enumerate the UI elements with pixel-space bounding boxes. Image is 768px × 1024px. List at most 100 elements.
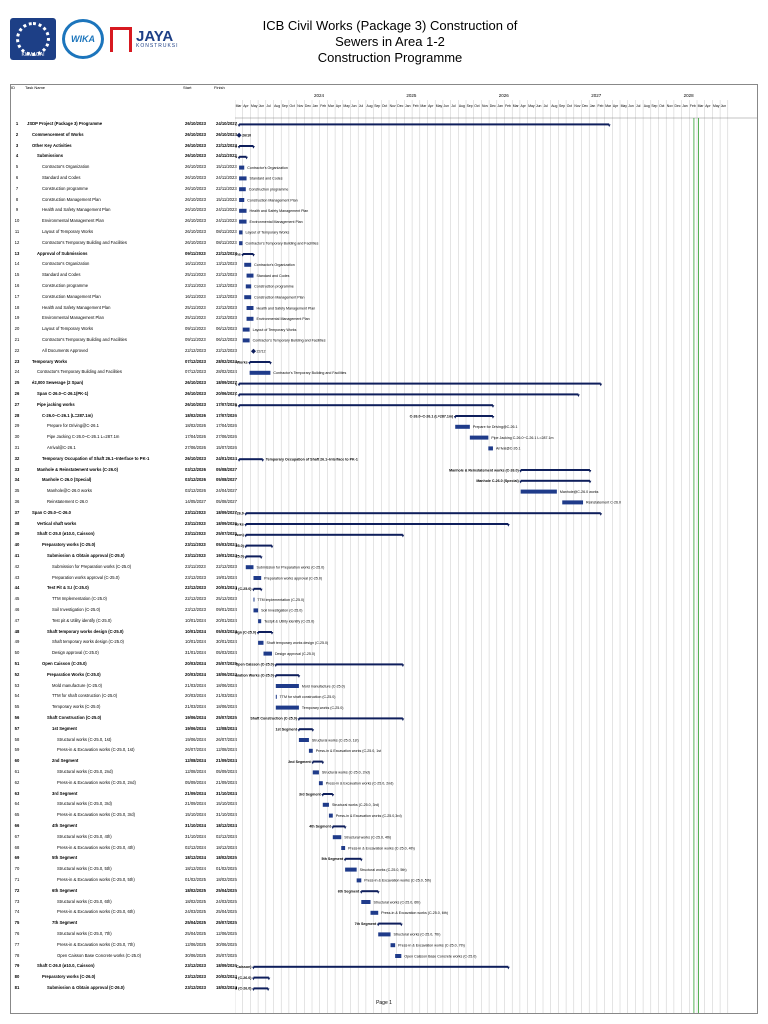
task-finish: 24/10/2027 <box>216 121 237 126</box>
task-name: Span C-26.0~C-26.1(PK-1) <box>37 391 89 396</box>
table-row: 43 Preparation works approval (C-25.0) 23/… <box>11 573 237 584</box>
gantt-summary-end <box>252 966 255 970</box>
task-start: 30/06/2025 <box>185 952 206 958</box>
month-label: Mar <box>328 104 335 108</box>
task-finish: 06/12/2023 <box>216 326 237 332</box>
task-start: 26/10/2023 <box>185 229 206 234</box>
gantt-milestone <box>236 132 242 138</box>
task-id: 67 <box>14 833 20 839</box>
table-row: 76 Structural works (C-25.0, 7th) 25/04/20… <box>11 929 237 940</box>
task-finish: 25/12/2023 <box>216 596 237 602</box>
gantt-summary-end <box>401 718 405 721</box>
gantt-bar-label: Manhole@C-26.0 works <box>560 490 599 494</box>
gantt-summary-bar <box>245 544 272 547</box>
task-finish: 17/04/2026 <box>216 423 237 429</box>
kumagai-emblem-icon <box>16 22 50 56</box>
task-finish: 15/07/2026 <box>216 445 237 450</box>
task-start: 26/10/2023 <box>185 142 206 148</box>
gantt-task-bar <box>258 619 262 624</box>
gantt-bar-label: Structural works (C-25.0, 2nd) <box>322 771 370 775</box>
table-row: 57 1st Segment 19/06/2024 12/08/2024 <box>11 724 237 735</box>
task-finish: 28/02/2024 <box>216 369 237 375</box>
task-id: 75 <box>14 920 20 926</box>
task-start: 23/12/2023 <box>185 985 206 990</box>
year-label: 2024 <box>314 93 325 98</box>
gantt-task-bar <box>245 565 254 570</box>
task-id: 9 <box>15 207 19 213</box>
gantt-bar-label: Test Pit & S.I (C-25.0) <box>235 587 252 591</box>
gantt-task-bar <box>328 813 333 818</box>
task-finish: 25/07/2025 <box>216 715 237 720</box>
task-finish: 20/02/2024 <box>216 974 237 980</box>
task-id: 21 <box>14 337 20 342</box>
task-finish: 05/03/2024 <box>216 542 237 548</box>
task-name: Construction programme <box>42 185 89 191</box>
gantt-task-bar <box>488 446 493 451</box>
task-start: 23/11/2023 <box>185 553 206 558</box>
task-start: 21/03/2024 <box>185 704 206 710</box>
gantt-task-bar <box>239 198 245 202</box>
gantt-summary-bar <box>332 825 346 828</box>
task-start: 23/11/2023 <box>185 520 206 526</box>
task-name: Submission & Obtain approval (C-26.0) <box>47 985 125 990</box>
task-name: Prepare for Driving@C-26.1 <box>47 423 99 429</box>
task-id: 51 <box>14 661 20 666</box>
task-finish: 06/12/2023 <box>216 337 237 342</box>
gantt-bar-label: Pipe Jacking C-26.0~C-26.1 L=287.1m <box>491 436 553 440</box>
task-finish: 25/04/2025 <box>216 909 237 915</box>
task-finish: 24/11/2023 <box>216 175 237 180</box>
task-id: 18 <box>14 304 20 310</box>
month-label: Dec <box>305 104 311 108</box>
gantt-summary-end <box>252 988 255 991</box>
gantt-task-bar <box>308 748 313 753</box>
task-id: 79 <box>14 963 20 969</box>
gantt-summary-end <box>359 858 363 862</box>
month-label: Aug <box>367 104 373 108</box>
month-label: Dec <box>397 104 403 108</box>
gantt-summary-bar <box>520 469 590 471</box>
task-finish: 17/07/2026 <box>216 412 237 418</box>
task-name: é2,000 Sewerage (2 Span) <box>32 380 84 386</box>
task-start: 18/02/2025 <box>185 887 206 893</box>
month-label: May <box>343 104 350 108</box>
column-header-start: Start <box>183 85 192 90</box>
table-row: 33 Manhole & Reinstatement works (C-26.0)… <box>11 465 237 476</box>
task-start: 23/12/2023 <box>185 574 206 580</box>
month-label: Apr <box>243 104 249 108</box>
gantt-bar-label: Construction programme <box>254 285 294 289</box>
gantt-task-bar <box>345 867 357 872</box>
task-start: 23/11/2023 <box>185 563 206 569</box>
gantt-bar-label: Press-in & Excavation works (C-25.0, 4th… <box>348 846 415 850</box>
gantt-bar-label: Environmental Management Plan <box>250 220 303 224</box>
task-id: 39 <box>14 531 20 537</box>
gantt-summary-bar <box>275 663 403 666</box>
year-label: 2025 <box>406 93 417 98</box>
task-name: Structural works (C-25.0, 2nd) <box>57 769 113 774</box>
task-start: 25/11/2023 <box>185 315 206 321</box>
table-row: 11 Layout of Temporary Works 26/10/2023 08/… <box>11 227 237 238</box>
task-start: 23/12/2023 <box>185 974 206 980</box>
table-row: 49 Shaft temporary works design (C-25.0) 1… <box>11 637 237 648</box>
task-finish: 18/09/2026 <box>216 520 237 526</box>
task-name: Layout of Temporary Works <box>42 229 94 234</box>
task-start: 03/12/2026 <box>185 477 206 483</box>
gantt-bar-label: Manhole C-26.0 (Special) <box>476 479 519 483</box>
table-row: 31 Arrival@C-26.1 27/06/2026 15/07/2026 <box>11 443 237 454</box>
task-finish: 30/01/2024 <box>216 639 237 645</box>
gantt-summary-end <box>519 480 523 484</box>
table-row: 77 Press-in & Excavation works (C-25.0, 7… <box>11 940 237 951</box>
task-id: 26 <box>14 391 20 396</box>
month-label: Sep <box>374 104 380 108</box>
task-start: 19/06/2024 <box>185 736 206 742</box>
gantt-summary-end <box>376 891 380 894</box>
task-id: 24 <box>14 369 20 375</box>
task-finish: 13/12/2023 <box>216 261 237 267</box>
table-row: 63 3rd Segment 21/09/2024 31/10/2024 <box>11 789 237 800</box>
gantt-summary-end <box>359 891 363 894</box>
gantt-summary-end <box>588 480 592 484</box>
month-label: Sep <box>559 104 565 108</box>
task-finish: 28/02/2024 <box>216 358 237 364</box>
gantt-summary-bar <box>253 587 262 590</box>
gantt-summary-end <box>241 254 245 257</box>
task-name: Other Key Activities <box>32 142 72 148</box>
